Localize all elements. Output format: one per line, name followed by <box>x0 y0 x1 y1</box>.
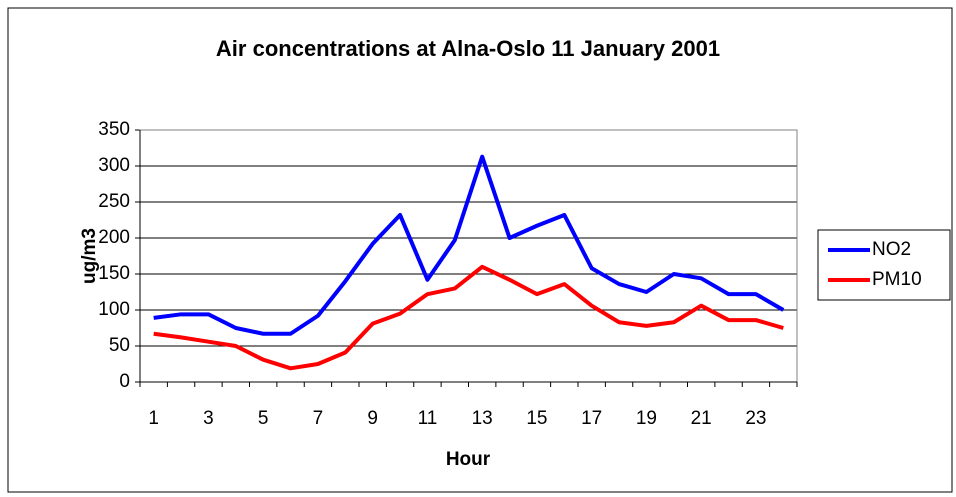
x-tick-label: 17 <box>581 408 602 429</box>
x-tick-label: 1 <box>148 408 159 429</box>
x-tick-label: 9 <box>367 408 378 429</box>
legend-label: NO2 <box>872 239 911 260</box>
x-tick-label: 11 <box>418 408 438 429</box>
legend-box <box>817 229 951 301</box>
x-tick-label: 3 <box>203 408 214 429</box>
x-axis-title: Hour <box>446 449 491 470</box>
y-tick-label: 0 <box>119 371 130 392</box>
y-tick-label: 200 <box>98 227 130 248</box>
x-tick-label: 15 <box>526 408 547 429</box>
x-tick-label: 13 <box>472 408 493 429</box>
y-tick-label: 250 <box>98 191 130 212</box>
chart-title: Air concentrations at Alna-Oslo 11 Janua… <box>216 36 720 61</box>
series-line <box>153 264 784 371</box>
y-tick-label: 50 <box>109 335 130 356</box>
x-tick-label: 7 <box>313 408 324 429</box>
x-tick-label: 5 <box>258 408 269 429</box>
chart-border <box>7 7 953 493</box>
legend-label: PM10 <box>872 269 922 290</box>
y-tick-label: 350 <box>98 119 130 140</box>
x-tick-label: 19 <box>636 408 657 429</box>
series-line <box>153 154 785 336</box>
y-tick-label: 300 <box>98 155 130 176</box>
y-axis-title: ug/m3 <box>79 228 100 284</box>
x-tick-label: 21 <box>691 408 712 429</box>
x-tick-label: 23 <box>745 408 766 429</box>
y-tick-label: 100 <box>98 299 130 320</box>
y-tick-label: 150 <box>98 263 130 284</box>
